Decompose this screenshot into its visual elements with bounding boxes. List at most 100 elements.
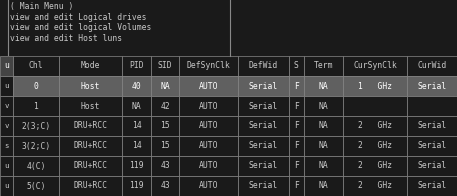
Bar xyxy=(122,56,151,76)
Text: 1: 1 xyxy=(33,102,38,111)
Bar xyxy=(59,96,122,116)
Text: NA: NA xyxy=(160,82,170,91)
Text: SID: SID xyxy=(158,62,172,71)
Text: Serial: Serial xyxy=(417,142,446,151)
Text: s: s xyxy=(4,143,9,149)
Text: 43: 43 xyxy=(160,162,170,171)
Text: 2   GHz: 2 GHz xyxy=(358,181,392,191)
Text: view and edit logical Volumes: view and edit logical Volumes xyxy=(10,23,151,32)
Bar xyxy=(13,116,59,136)
Bar xyxy=(151,56,179,76)
Bar xyxy=(288,116,304,136)
Text: AUTO: AUTO xyxy=(199,181,218,191)
Bar xyxy=(238,116,288,136)
Text: view and edit Logical drives: view and edit Logical drives xyxy=(10,13,147,22)
Bar xyxy=(0,96,13,116)
Text: 1   GHz: 1 GHz xyxy=(358,82,392,91)
Text: AUTO: AUTO xyxy=(199,82,218,91)
Text: AUTO: AUTO xyxy=(199,142,218,151)
Text: CurWid: CurWid xyxy=(417,62,446,71)
Text: u: u xyxy=(4,83,9,89)
Text: 15: 15 xyxy=(160,122,170,131)
Bar xyxy=(238,156,288,176)
Bar xyxy=(179,116,238,136)
Bar xyxy=(288,96,304,116)
Text: F: F xyxy=(294,162,299,171)
Bar xyxy=(288,176,304,196)
Bar xyxy=(151,156,179,176)
Bar xyxy=(179,96,238,116)
Bar xyxy=(59,56,122,76)
Bar xyxy=(304,156,343,176)
Bar xyxy=(238,176,288,196)
Bar xyxy=(151,136,179,156)
Text: u: u xyxy=(4,163,9,169)
Bar xyxy=(238,76,288,96)
Bar xyxy=(179,156,238,176)
Text: AUTO: AUTO xyxy=(199,162,218,171)
Text: 15: 15 xyxy=(160,142,170,151)
Bar xyxy=(13,96,59,116)
Text: PID: PID xyxy=(129,62,144,71)
Bar xyxy=(304,76,343,96)
Text: 2(3;C): 2(3;C) xyxy=(21,122,51,131)
Bar xyxy=(288,76,304,96)
Bar xyxy=(59,176,122,196)
Bar xyxy=(343,56,407,76)
Text: NA: NA xyxy=(132,102,142,111)
Text: Host: Host xyxy=(81,82,101,91)
Bar xyxy=(179,76,238,96)
Bar xyxy=(151,96,179,116)
Bar xyxy=(343,76,407,96)
Bar xyxy=(343,116,407,136)
Bar xyxy=(0,156,13,176)
Text: S: S xyxy=(294,62,299,71)
Text: Serial: Serial xyxy=(249,142,278,151)
Bar xyxy=(407,96,457,116)
Text: NA: NA xyxy=(319,82,329,91)
Bar xyxy=(238,96,288,116)
Bar xyxy=(122,156,151,176)
Bar xyxy=(151,76,179,96)
Bar xyxy=(151,116,179,136)
Bar xyxy=(122,176,151,196)
Text: v: v xyxy=(4,103,9,109)
Text: NA: NA xyxy=(319,142,329,151)
Text: ( Main Menu ): ( Main Menu ) xyxy=(10,2,74,11)
Text: 40: 40 xyxy=(132,82,142,91)
Bar xyxy=(13,136,59,156)
Bar xyxy=(288,156,304,176)
Bar xyxy=(122,96,151,116)
Bar xyxy=(304,116,343,136)
Bar xyxy=(13,76,59,96)
Text: 119: 119 xyxy=(129,181,144,191)
Text: Serial: Serial xyxy=(417,181,446,191)
Bar xyxy=(304,176,343,196)
Text: 5(C): 5(C) xyxy=(26,181,46,191)
Text: F: F xyxy=(294,82,299,91)
Text: DRU+RCC: DRU+RCC xyxy=(74,122,108,131)
Bar xyxy=(179,136,238,156)
Text: u: u xyxy=(4,183,9,189)
Text: Serial: Serial xyxy=(249,122,278,131)
Text: DRU+RCC: DRU+RCC xyxy=(74,181,108,191)
Bar xyxy=(288,136,304,156)
Text: DRU+RCC: DRU+RCC xyxy=(74,162,108,171)
Text: Serial: Serial xyxy=(417,82,446,91)
Text: Serial: Serial xyxy=(249,102,278,111)
Text: 4(C): 4(C) xyxy=(26,162,46,171)
Bar xyxy=(407,76,457,96)
Bar xyxy=(59,76,122,96)
Bar xyxy=(0,116,13,136)
Text: u: u xyxy=(4,62,9,71)
Text: DefSynClk: DefSynClk xyxy=(187,62,231,71)
Text: NA: NA xyxy=(319,122,329,131)
Text: 119: 119 xyxy=(129,162,144,171)
Text: NA: NA xyxy=(319,102,329,111)
Text: DefWid: DefWid xyxy=(249,62,278,71)
Text: 14: 14 xyxy=(132,142,142,151)
Text: 0: 0 xyxy=(33,82,38,91)
Text: Serial: Serial xyxy=(249,82,278,91)
Text: Term: Term xyxy=(314,62,333,71)
Bar xyxy=(122,136,151,156)
